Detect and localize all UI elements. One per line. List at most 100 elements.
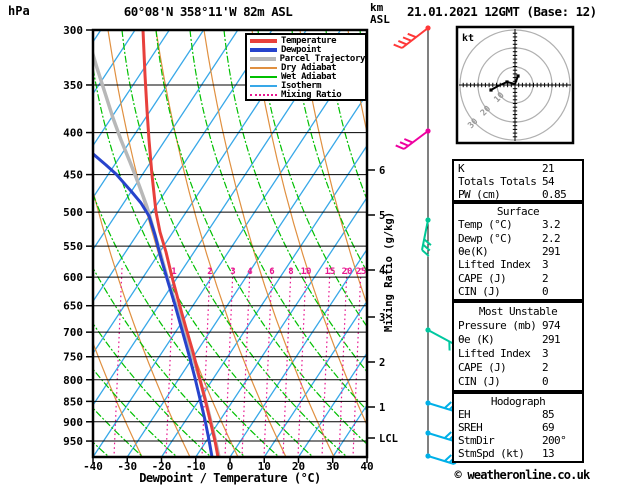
wind-barb <box>395 128 431 150</box>
index-label: θe (K) <box>458 332 495 346</box>
legend-item-wet-adiabat: Wet Adiabat <box>247 71 365 82</box>
km-tick-label: 1 <box>379 402 385 414</box>
index-value: 0 <box>542 375 549 389</box>
mixing-ratio-line <box>338 267 348 456</box>
mixing-ratio-label: 4 <box>247 267 253 277</box>
index-value: 0.85 <box>542 188 567 201</box>
legend-label: Dry Adiabat <box>281 62 337 73</box>
km-tick-label: 4 <box>379 265 385 277</box>
temp-tick-label: 30 <box>326 460 339 473</box>
hodograph-trace <box>490 80 516 91</box>
pressure-tick-label: 600 <box>63 271 83 284</box>
mixing-ratio-line <box>297 267 307 456</box>
most-unstable-table-title: Most Unstable <box>478 304 558 318</box>
legend-label: Mixing Ratio <box>281 89 342 100</box>
km-tick-label: 6 <box>379 165 385 177</box>
temp-tick-label: 0 <box>227 460 234 473</box>
isotherm-line <box>94 31 341 405</box>
mixing-ratio-line <box>352 267 362 456</box>
index-value: 0 <box>542 284 549 298</box>
pressure-tick-label: 700 <box>63 326 83 339</box>
table-row: Pressure (mb) 974 <box>454 319 582 332</box>
parcel-line-swatch <box>250 56 276 61</box>
wind-barb <box>421 217 432 257</box>
legend-item-mixing-ratio: Mixing Ratio <box>247 89 365 100</box>
legend-label: Temperature <box>281 35 337 46</box>
table-row: θe (K) 291 <box>454 333 582 346</box>
table-row: Temp (°C) 3.2 <box>454 218 582 231</box>
legend-item-parcel: Parcel Trajectory <box>247 53 366 64</box>
legend-item-dewpoint: Dewpoint <box>247 45 365 55</box>
legend-label: Parcel Trajectory <box>279 53 366 64</box>
index-value: 291 <box>542 244 561 258</box>
table-row: Dewp (°C) 2.2 <box>454 232 582 245</box>
dewpoint-line-swatch <box>250 47 277 52</box>
index-value: 2.2 <box>542 231 561 245</box>
legend-item-temperature: Temperature <box>247 35 365 46</box>
hodograph-unit-label: kt <box>462 33 474 44</box>
index-label: Temp (°C) <box>458 218 513 232</box>
isotherm-line-swatch <box>250 84 277 87</box>
altitude-unit-km: km <box>370 1 384 14</box>
table-row: PW (cm) 0.85 <box>454 188 582 201</box>
x-axis-label: Dewpoint / Temperature (°C) <box>139 471 321 485</box>
mixing-ratio-line <box>224 267 234 456</box>
temp-tick-label: -40 <box>83 460 103 473</box>
index-label: PW (cm) <box>458 188 501 201</box>
wet-adiabat-line <box>94 324 211 456</box>
index-label: Pressure (mb) <box>458 318 537 332</box>
mixing-ratio-label: 15 <box>325 267 336 277</box>
km-tick-label: 5 <box>379 210 385 222</box>
mixing-ratio-line <box>201 267 211 456</box>
altitude-unit-asl: ASL <box>370 13 390 26</box>
index-value: 291 <box>542 332 561 346</box>
pressure-tick-label: 950 <box>63 435 83 448</box>
mixing-ratio-line <box>113 267 123 456</box>
temp-tick-label: 40 <box>360 460 373 473</box>
mixing-ratio-label: 1 <box>171 267 176 277</box>
isotherm-line <box>94 31 204 198</box>
table-row: CAPE (J) 2 <box>454 361 582 374</box>
legend-label: Wet Adiabat <box>281 71 337 82</box>
temp-tick-label: -20 <box>152 460 172 473</box>
table-row: Lifted Index 3 <box>454 347 582 360</box>
isotherm-line <box>94 42 366 456</box>
table-row: θe(K) 291 <box>454 245 582 258</box>
wet-adiabat-line <box>223 31 366 372</box>
pressure-gridlines: 300 350 400 450 500 550 600 650 700 750 800 850 900 9… <box>63 24 367 448</box>
index-value: 974 <box>542 318 561 332</box>
mixing-ratio-label: 6 <box>269 267 274 277</box>
index-value: 200° <box>542 434 567 447</box>
wind-barb-column <box>393 25 462 465</box>
mixing-ratio-label: 3 <box>230 267 235 277</box>
table-row: K 21 <box>454 162 582 175</box>
legend-box: Temperature Dewpoint Parcel Trajectory D… <box>245 33 367 101</box>
index-label: CAPE (J) <box>458 361 507 375</box>
mixing-ratio-line <box>282 267 292 456</box>
dry-adiabat-line <box>203 31 335 456</box>
isotherm-line <box>94 31 170 146</box>
dry-adiabat-line <box>155 31 287 456</box>
wind-barb <box>425 327 456 354</box>
surface-table-title: Surface <box>496 205 540 219</box>
legend-label: Isotherm <box>281 80 322 91</box>
pressure-tick-label: 800 <box>63 374 83 387</box>
km-tick-label: 3 <box>379 312 385 324</box>
index-value: 85 <box>542 408 555 421</box>
pressure-tick-label: 650 <box>63 300 83 313</box>
index-label: EH <box>458 408 471 421</box>
index-value: 54 <box>542 175 555 188</box>
sounding-curves <box>94 31 221 456</box>
index-label: Lifted Index <box>458 258 531 272</box>
temp-tick-label: 20 <box>292 460 305 473</box>
isotherm-line <box>94 31 307 353</box>
mixing-ratio-label: 2 <box>207 267 212 277</box>
isotherm-line <box>94 31 101 42</box>
station-title: 60°08'N 358°11'W 82m ASL <box>123 4 293 19</box>
index-label: StmSpd (kt) <box>458 447 525 460</box>
index-value: 2 <box>542 271 549 285</box>
index-label: CIN (J) <box>458 375 501 389</box>
